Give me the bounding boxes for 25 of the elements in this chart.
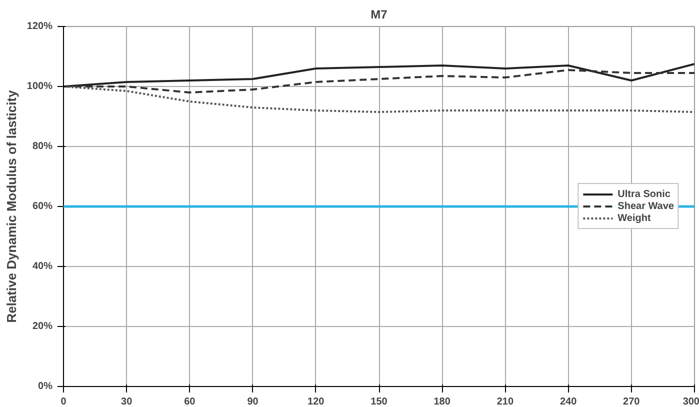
x-tick-label: 150 xyxy=(370,396,388,407)
legend-label: Ultra Sonic xyxy=(618,188,670,200)
x-tick-label: 120 xyxy=(308,396,325,407)
x-tick-label: 300 xyxy=(682,396,699,407)
x-tick-label: 210 xyxy=(496,396,514,407)
x-tick-label: 0 xyxy=(60,396,67,407)
y-tick-label: 40% xyxy=(32,261,53,272)
x-tick-label: 30 xyxy=(121,396,133,407)
x-tick-label: 180 xyxy=(434,396,451,407)
x-tick-label: 90 xyxy=(247,396,259,407)
y-axis-title: Relative Dynamic Modulus of lasticity xyxy=(4,89,19,323)
chart-title: M7 xyxy=(370,8,388,22)
y-tick-label: 0% xyxy=(38,381,53,392)
legend-label: Shear Wave xyxy=(618,200,674,212)
y-tick-label: 80% xyxy=(32,141,53,152)
line-series xyxy=(64,86,694,113)
x-tick-label: 270 xyxy=(623,396,640,407)
y-tick-label: 100% xyxy=(26,81,53,92)
y-tick-label: 120% xyxy=(26,21,53,32)
line-series xyxy=(64,69,694,94)
x-tick-label: 240 xyxy=(560,396,578,407)
x-tick-label: 60 xyxy=(184,396,196,407)
y-tick-label: 60% xyxy=(32,201,53,212)
y-tick-label: 20% xyxy=(32,321,53,332)
legend-label: Weight xyxy=(618,212,651,224)
